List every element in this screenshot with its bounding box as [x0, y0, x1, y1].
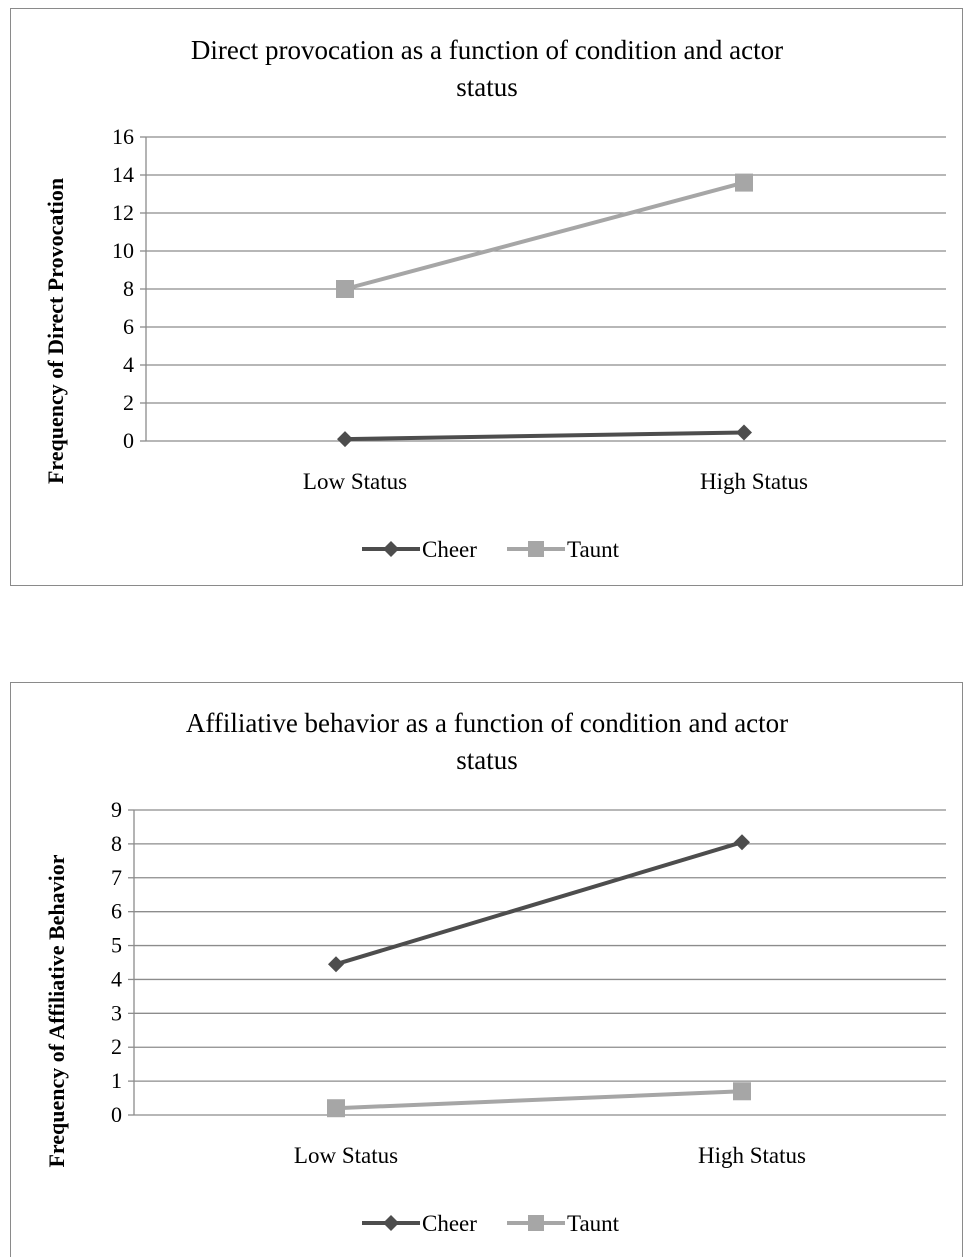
chart-title-line: status: [456, 72, 518, 102]
data-point-taunt-high-status: [733, 1082, 751, 1101]
chart-panel-direct-provocation: Direct provocation as a function of cond…: [10, 8, 963, 586]
series-line-taunt: [344, 180, 745, 291]
legend-marker-cheer: [383, 1215, 399, 1231]
y-tick-label: 0: [111, 1102, 122, 1127]
x-tick-label-high-status: High Status: [698, 1143, 806, 1168]
legend-marker-cheer: [383, 541, 399, 557]
y-tick-label: 0: [123, 428, 134, 453]
y-tick-label: 7: [111, 865, 122, 890]
data-point-cheer-low-status: [337, 431, 353, 448]
y-tick-label: 1: [111, 1068, 122, 1093]
chart-direct-provocation: Direct provocation as a function of cond…: [43, 35, 946, 562]
y-axis-label: Frequency of Affiliative Behavior: [44, 854, 69, 1167]
y-axis-label: Frequency of Direct Provocation: [43, 178, 68, 484]
y-tick-label: 2: [111, 1034, 122, 1059]
y-tick-label: 2: [123, 390, 134, 415]
y-tick-label: 5: [111, 933, 122, 958]
legend-label-cheer: Cheer: [422, 1211, 477, 1236]
data-point-cheer-high-status: [736, 424, 752, 441]
legend-label-taunt: Taunt: [567, 537, 620, 562]
legend: Cheer Taunt: [362, 1211, 620, 1236]
x-tick-label-low-status: Low Status: [303, 469, 407, 494]
y-tick-label: 14: [112, 162, 134, 187]
chart-panel-affiliative-behavior: Affiliative behavior as a function of co…: [10, 682, 963, 1257]
y-tick-label: 16: [112, 124, 134, 149]
data-point-taunt-low-status: [336, 280, 354, 298]
data-point-cheer-high-status: [734, 834, 750, 851]
data-point-cheer-low-status: [328, 956, 344, 973]
chart-title-line: Direct provocation as a function of cond…: [191, 35, 783, 65]
legend-marker-taunt: [528, 1215, 544, 1231]
series-line-cheer: [335, 840, 743, 967]
series-line-taunt: [335, 1089, 743, 1111]
series-line-cheer: [344, 430, 745, 442]
chart-title-line: status: [456, 745, 518, 775]
chart-title: Direct provocation as a function of cond…: [191, 35, 783, 102]
y-tick-label: 4: [111, 966, 122, 991]
data-point-taunt-low-status: [327, 1099, 345, 1118]
x-tick-label-high-status: High Status: [700, 469, 808, 494]
y-tick-label: 9: [111, 797, 122, 822]
y-tick-label: 4: [123, 352, 134, 377]
data-point-taunt-high-status: [735, 173, 753, 192]
y-tick-label: 12: [112, 200, 134, 225]
y-tick-label: 6: [111, 899, 122, 924]
x-tick-label-low-status: Low Status: [294, 1143, 398, 1168]
legend-label-cheer: Cheer: [422, 537, 477, 562]
chart-affiliative-behavior: Affiliative behavior as a function of co…: [44, 708, 946, 1236]
legend-marker-taunt: [528, 541, 544, 557]
chart-title: Affiliative behavior as a function of co…: [186, 708, 788, 775]
y-tick-label: 6: [123, 314, 134, 339]
chart-title-line: Affiliative behavior as a function of co…: [186, 708, 788, 738]
y-tick-label: 3: [111, 1000, 122, 1025]
y-tick-label: 10: [112, 238, 134, 263]
y-tick-label: 8: [111, 831, 122, 856]
y-tick-label: 8: [123, 276, 134, 301]
legend-label-taunt: Taunt: [567, 1211, 620, 1236]
legend: Cheer Taunt: [362, 537, 620, 562]
